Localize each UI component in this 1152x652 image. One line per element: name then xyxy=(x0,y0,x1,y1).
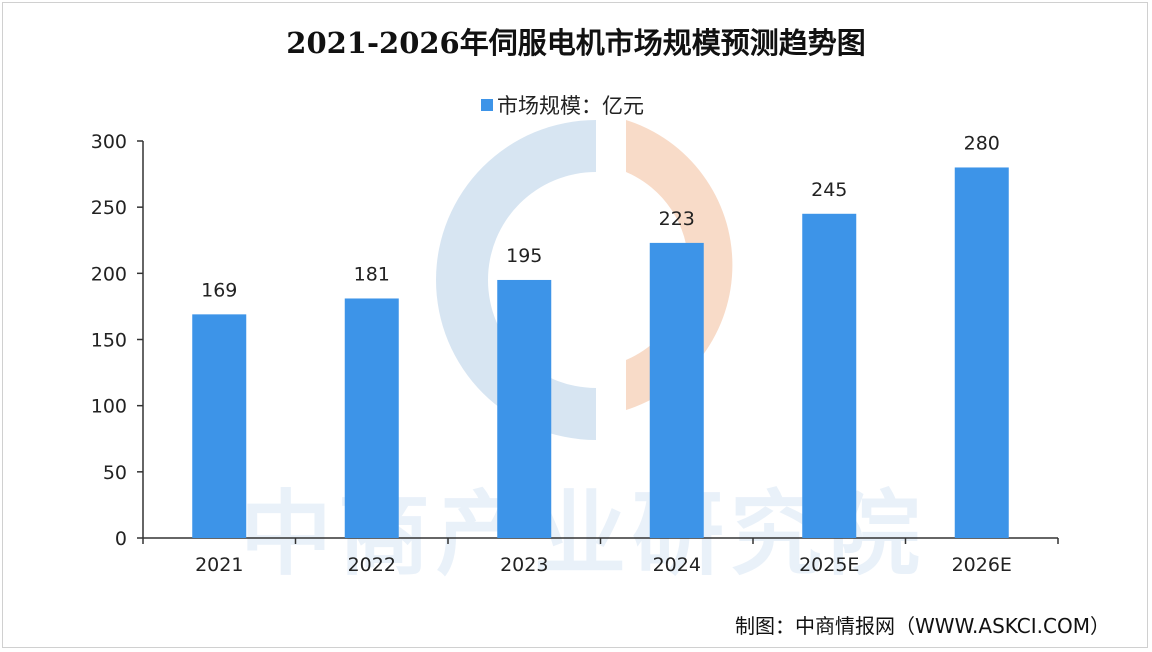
bar xyxy=(497,279,552,538)
x-tick-label: 2023 xyxy=(500,554,548,576)
data-labels: 169 181 195 223 245 280 xyxy=(201,132,1000,301)
chart-title: 2021-2026年伺服电机市场规模预测趋势图 xyxy=(286,26,866,60)
bar xyxy=(344,298,399,538)
data-label: 169 xyxy=(201,279,237,301)
data-label: 245 xyxy=(811,179,847,201)
x-tick-label: 2024 xyxy=(653,554,701,576)
watermark-logo-blue-arc xyxy=(436,120,596,440)
watermark-logo xyxy=(436,120,733,440)
x-tick-label: 2025E xyxy=(799,554,859,576)
axes: 0 50 100 150 200 250 300 2021 2022 2023 2024 2025E 2… xyxy=(91,131,1059,576)
watermark-logo-orange-arc xyxy=(626,120,733,410)
bar xyxy=(649,242,704,538)
data-label: 280 xyxy=(964,132,1000,154)
x-tick-label: 2021 xyxy=(195,554,243,576)
credit: 制图：中商情报网（WWW.ASKCI.COM） xyxy=(735,610,1110,639)
y-tick-label: 100 xyxy=(91,396,127,418)
y-tick-label: 150 xyxy=(91,330,127,352)
bars xyxy=(192,167,1009,539)
bar xyxy=(192,314,247,538)
legend-swatch xyxy=(481,99,493,111)
bar xyxy=(954,167,1009,538)
bar xyxy=(802,213,857,539)
y-tick-label: 0 xyxy=(115,528,127,550)
y-tick-label: 200 xyxy=(91,263,127,285)
legend: 市场规模：亿元 xyxy=(481,91,644,119)
x-tick-label: 2022 xyxy=(348,554,396,576)
y-tick-label: 250 xyxy=(91,197,127,219)
data-label: 181 xyxy=(354,263,390,285)
y-tick-label: 300 xyxy=(91,131,127,153)
data-label: 195 xyxy=(506,245,542,267)
y-tick-label: 50 xyxy=(103,462,127,484)
data-label: 223 xyxy=(659,208,695,230)
legend-label: 市场规模：亿元 xyxy=(497,94,644,118)
credit-source: 中商情报网（WWW.ASKCI.COM） xyxy=(795,614,1110,638)
x-tick-label: 2026E xyxy=(952,554,1012,576)
credit-label: 制图： xyxy=(735,614,796,638)
